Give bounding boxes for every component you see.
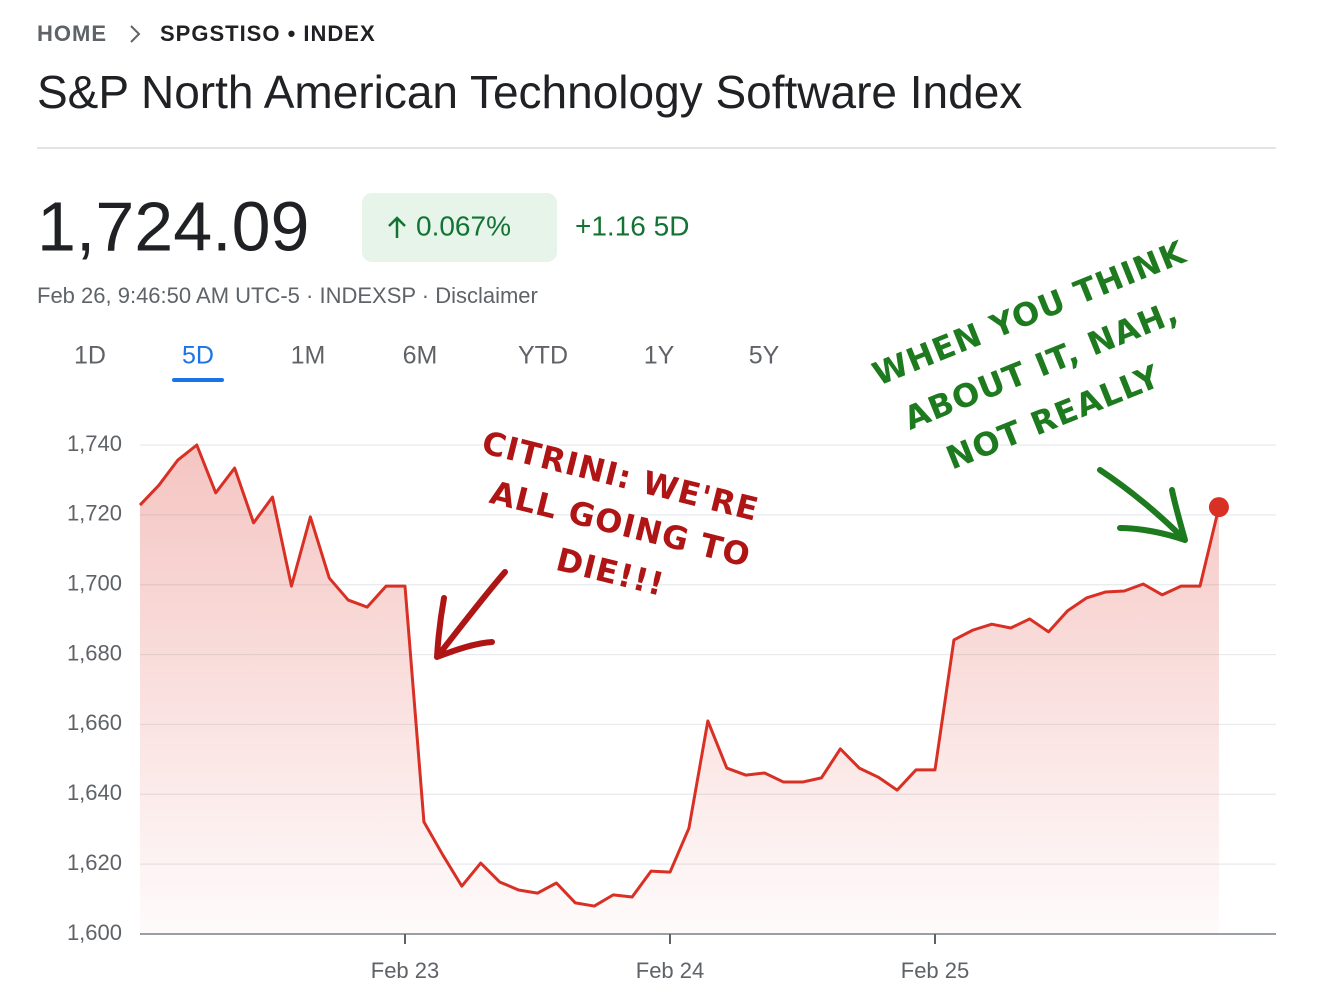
range-tab[interactable]: YTD: [518, 342, 568, 370]
range-tab[interactable]: 1M: [291, 342, 326, 370]
price: 1,724.09: [37, 187, 309, 265]
x-tick-label: Feb 24: [636, 958, 705, 983]
change-percent: 0.067%: [416, 210, 511, 241]
green-arrow: [1097, 467, 1188, 543]
page-title: S&P North American Technology Software I…: [37, 66, 1022, 118]
range-tab[interactable]: 5D: [182, 342, 214, 370]
range-tab[interactable]: 1D: [74, 342, 106, 370]
area-fill: [140, 445, 1219, 934]
range-tab[interactable]: 5Y: [749, 342, 780, 370]
current-point: [1208, 497, 1229, 518]
y-tick-label: 1,620: [67, 850, 122, 875]
header: HOME SPGSTISO • INDEX S&P North American…: [37, 21, 1276, 308]
y-tick-label: 1,640: [67, 780, 122, 805]
price-line: [138, 443, 1221, 908]
range-tabs: 1D 5D 1M 6M YTD 1Y 5Y: [74, 342, 780, 382]
change-5d: +1.16 5D: [575, 210, 689, 241]
chart: 1,600 1,620 1,640 1,660 1,680 1,700 1,720 1,740…: [67, 431, 1276, 983]
range-tab[interactable]: 1Y: [644, 342, 675, 370]
change-pill: [362, 193, 557, 262]
breadcrumb-chevron: [130, 25, 141, 43]
tab-underline: [172, 378, 224, 382]
y-tick-label: 1,740: [67, 431, 122, 456]
y-tick-label: 1,680: [67, 640, 122, 665]
breadcrumb-home[interactable]: HOME: [37, 21, 107, 46]
x-tick-label: Feb 23: [371, 958, 440, 983]
up-arrow-icon: [388, 216, 406, 238]
y-tick-label: 1,660: [67, 710, 122, 735]
x-tick-label: Feb 25: [901, 958, 970, 983]
y-tick-label: 1,600: [67, 920, 122, 945]
range-tab[interactable]: 6M: [403, 342, 438, 370]
red-arrow: [434, 569, 508, 660]
y-tick-label: 1,720: [67, 501, 122, 526]
breadcrumb-current: SPGSTISO • INDEX: [160, 21, 376, 46]
y-tick-label: 1,700: [67, 571, 122, 596]
meta-info: Feb 26, 9:46:50 AM UTC-5 · INDEXSP · Dis…: [37, 283, 538, 308]
